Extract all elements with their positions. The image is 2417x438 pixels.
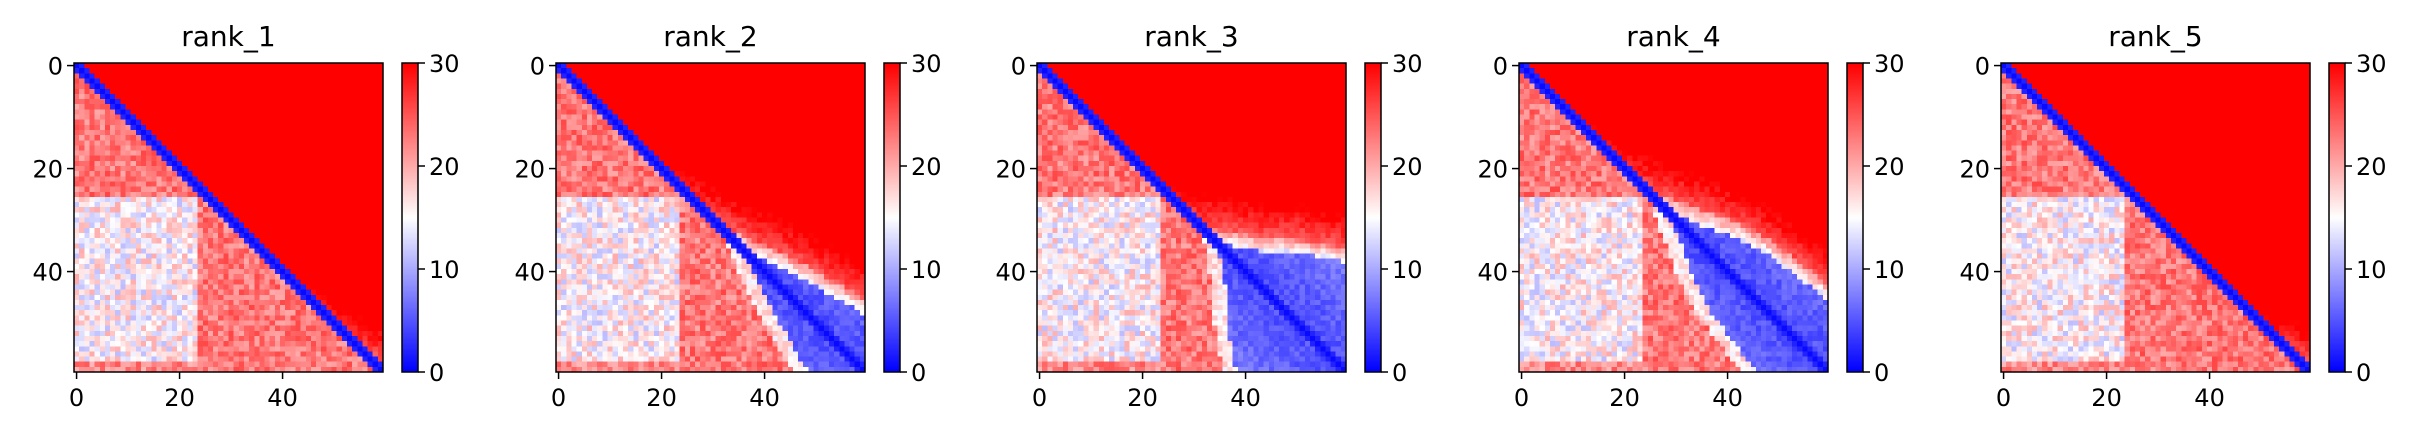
colorbar-gradient xyxy=(1847,63,1863,372)
colorbar-tick-label: 0 xyxy=(1874,359,1889,387)
colorbar-tick-label: 30 xyxy=(429,50,460,78)
heatmap-cells xyxy=(74,63,383,372)
colorbar-tick-label: 0 xyxy=(429,359,444,387)
colorbar-tick-label: 30 xyxy=(1392,50,1423,78)
heatmap-cells xyxy=(1519,63,1828,372)
colorbar-gradient xyxy=(2329,63,2345,372)
panel-title: rank_1 xyxy=(181,20,275,53)
colorbar-tick-label: 30 xyxy=(2356,50,2387,78)
colorbar-tick-label: 10 xyxy=(1392,256,1423,284)
x-tick-label: 0 xyxy=(551,384,566,412)
colorbar-tick-label: 10 xyxy=(429,256,460,284)
colorbar-frame xyxy=(883,62,901,373)
heatmap-panel-2: rank_2 0 20 40 0 20 40 0 10 20 30 xyxy=(514,20,941,412)
y-tick-label: 40 xyxy=(32,259,63,287)
panel-title: rank_3 xyxy=(1144,20,1238,53)
heatmap-panel-4: rank_4 0 20 40 0 20 40 0 10 20 30 xyxy=(1477,20,1904,412)
colorbar-tick-label: 0 xyxy=(911,359,926,387)
y-tick-label: 20 xyxy=(32,156,63,184)
x-tick-label: 20 xyxy=(1127,384,1158,412)
x-tick-label: 0 xyxy=(69,384,84,412)
colorbar-tick-label: 20 xyxy=(1874,153,1905,181)
y-tick-label: 0 xyxy=(1975,53,1990,81)
colorbar-gradient xyxy=(402,63,418,372)
y-tick-label: 0 xyxy=(1493,53,1508,81)
y-tick-label: 40 xyxy=(514,259,545,287)
colorbar-tick-label: 20 xyxy=(429,153,460,181)
x-tick-label: 0 xyxy=(1996,384,2011,412)
colorbar-tick-label: 10 xyxy=(2356,256,2387,284)
x-tick-label: 40 xyxy=(749,384,780,412)
colorbar: 0 10 20 30 xyxy=(883,50,942,387)
colorbar-tick-label: 20 xyxy=(1392,153,1423,181)
x-tick-label: 20 xyxy=(164,384,195,412)
heatmap-frame xyxy=(1036,62,1347,373)
colorbar-tick-label: 10 xyxy=(911,256,942,284)
heatmap-cells xyxy=(556,63,865,372)
x-tick-label: 40 xyxy=(2194,384,2225,412)
colorbar-frame xyxy=(2328,62,2346,373)
colorbar-tick-label: 30 xyxy=(1874,50,1905,78)
y-tick-label: 20 xyxy=(514,156,545,184)
colorbar-tick-label: 0 xyxy=(2356,359,2371,387)
colorbar-frame xyxy=(1364,62,1382,373)
colorbar-gradient xyxy=(884,63,900,372)
x-tick-label: 40 xyxy=(1230,384,1261,412)
x-tick-label: 20 xyxy=(646,384,677,412)
heatmap-frame xyxy=(73,62,384,373)
y-tick-label: 20 xyxy=(1477,156,1508,184)
heatmap-panel-3: rank_3 0 20 40 0 20 40 0 10 20 30 xyxy=(995,20,1422,412)
colorbar-tick-label: 10 xyxy=(1874,256,1905,284)
colorbar-tick-label: 20 xyxy=(2356,153,2387,181)
colorbar: 0 10 20 30 xyxy=(401,50,460,387)
heatmap-cells xyxy=(2001,63,2310,372)
y-tick-label: 0 xyxy=(48,53,63,81)
x-tick-label: 20 xyxy=(1609,384,1640,412)
y-tick-label: 40 xyxy=(995,259,1026,287)
panel-title: rank_4 xyxy=(1626,20,1720,53)
x-tick-label: 20 xyxy=(2091,384,2122,412)
colorbar-tick-label: 30 xyxy=(911,50,942,78)
heatmap-panel-5: rank_5 0 20 40 0 20 40 0 10 20 30 xyxy=(1959,20,2386,412)
y-tick-label: 40 xyxy=(1477,259,1508,287)
colorbar-frame xyxy=(401,62,419,373)
y-tick-label: 20 xyxy=(995,156,1026,184)
heatmap-frame xyxy=(555,62,866,373)
colorbar: 0 10 20 30 xyxy=(2328,50,2387,387)
heatmap-frame xyxy=(2000,62,2311,373)
colorbar-gradient xyxy=(1365,63,1381,372)
x-tick-label: 40 xyxy=(1712,384,1743,412)
heatmap-panel-1: rank_1 0 20 40 0 20 40 0 10 20 30 xyxy=(32,20,459,412)
colorbar: 0 10 20 30 xyxy=(1846,50,1905,387)
y-tick-label: 0 xyxy=(1011,53,1026,81)
panel-title: rank_5 xyxy=(2108,20,2202,53)
colorbar: 0 10 20 30 xyxy=(1364,50,1423,387)
panel-title: rank_2 xyxy=(663,20,757,53)
x-tick-label: 0 xyxy=(1514,384,1529,412)
y-tick-label: 40 xyxy=(1959,259,1990,287)
colorbar-frame xyxy=(1846,62,1864,373)
heatmap-frame xyxy=(1518,62,1829,373)
colorbar-tick-label: 20 xyxy=(911,153,942,181)
colorbar-tick-label: 0 xyxy=(1392,359,1407,387)
heatmap-cells xyxy=(1037,63,1346,372)
x-tick-label: 40 xyxy=(267,384,298,412)
y-tick-label: 20 xyxy=(1959,156,1990,184)
y-tick-label: 0 xyxy=(530,53,545,81)
x-tick-label: 0 xyxy=(1032,384,1047,412)
